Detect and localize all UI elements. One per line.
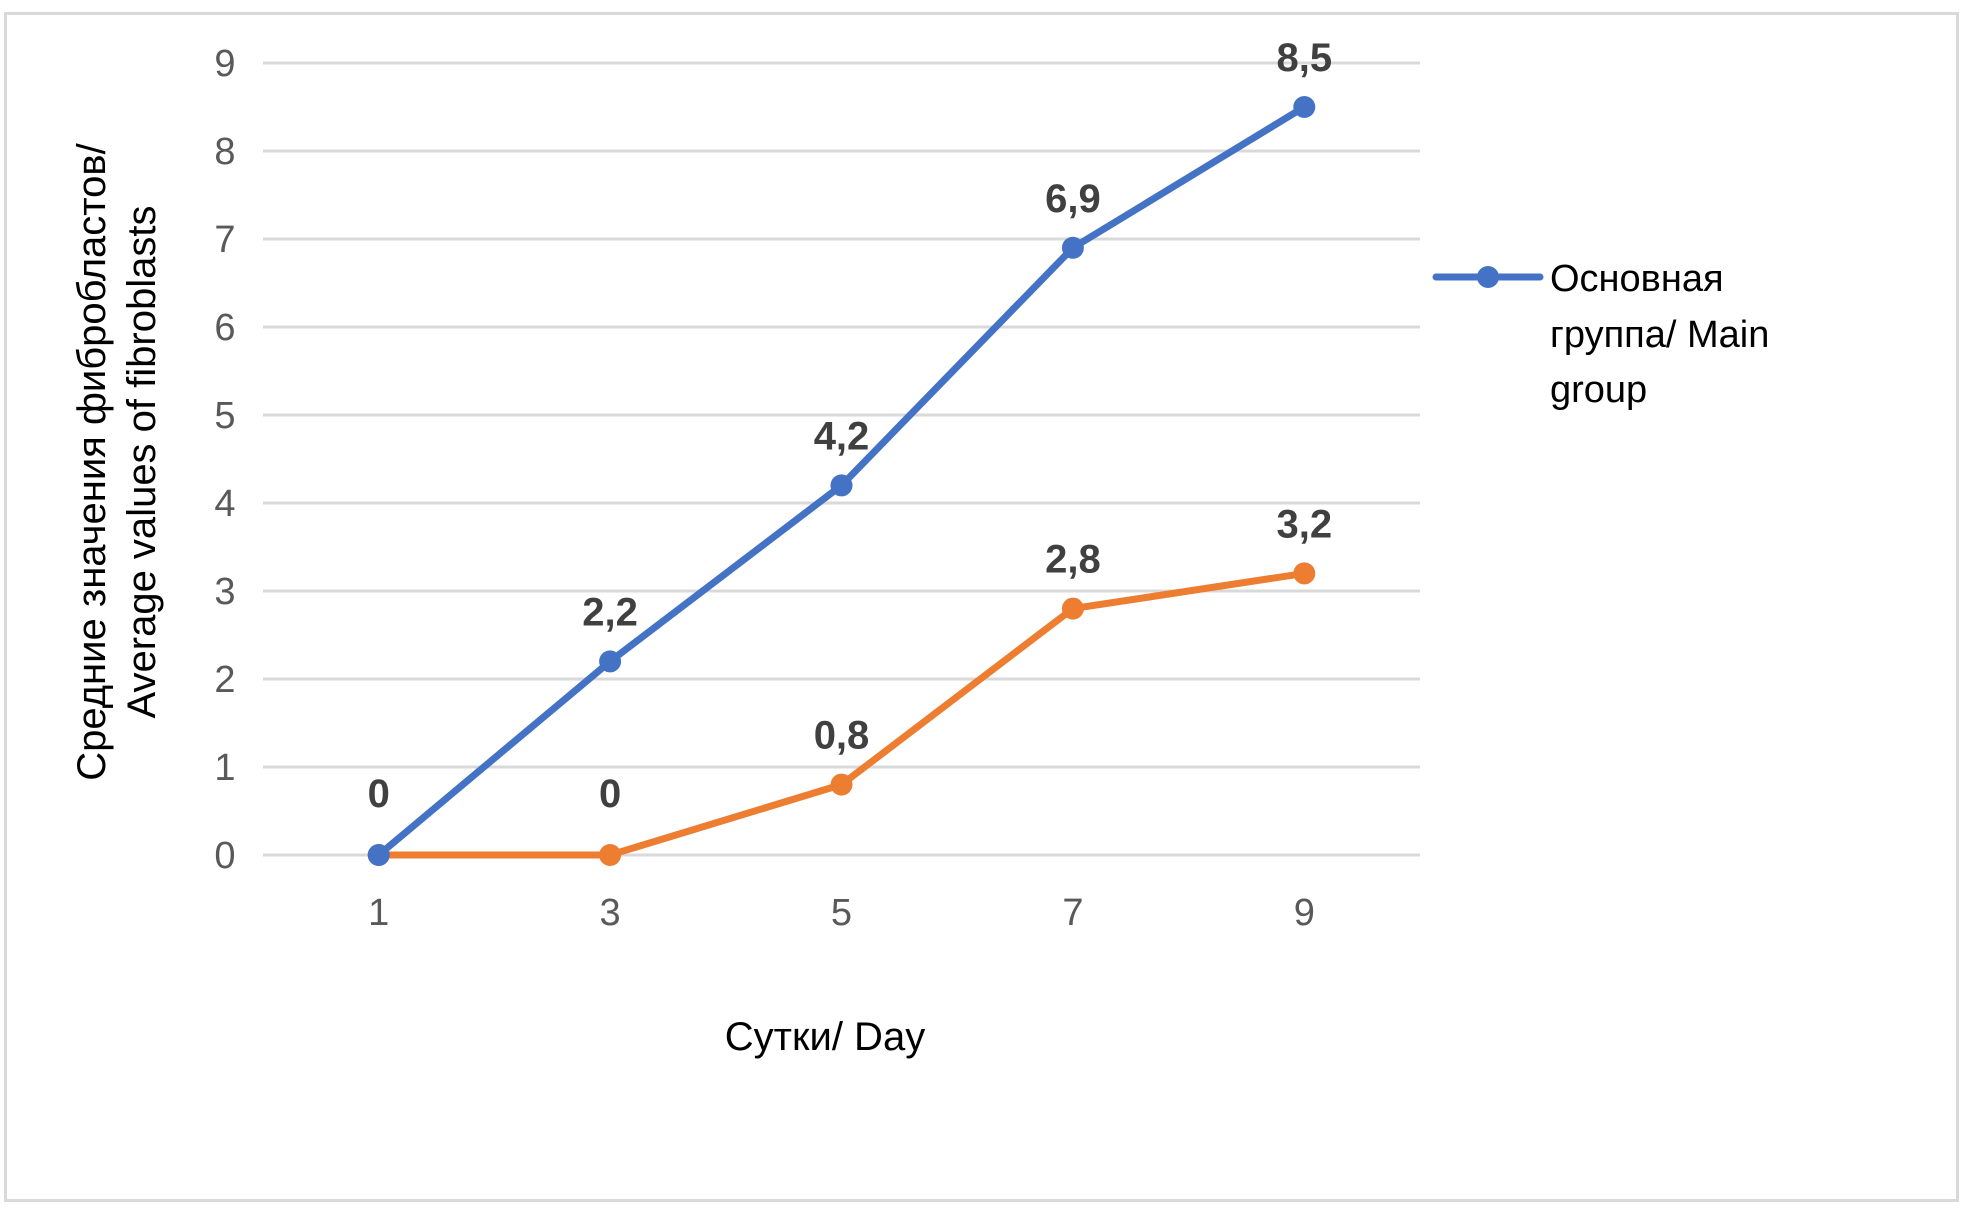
legend-label-line-1: Основная [1550,258,1724,300]
data-labels: 2,2 4,2 6,9 8,5 0 0 0,8 2,8 3,2 [368,36,1333,816]
series-0-data-label: 4,2 [814,414,870,458]
y-tick-label: 6 [214,307,235,349]
y-tick-label: 7 [214,219,235,261]
series-1-point [830,773,853,796]
legend-label-line-3: group [1550,369,1647,411]
series-0-point [1293,96,1316,118]
y-tick-label: 5 [214,395,235,437]
series-0-point [830,474,853,497]
series-1-point [1061,597,1084,620]
x-axis-ticks: 1 3 5 7 9 [368,892,1315,934]
series-1-data-label: 3,2 [1276,502,1332,546]
series-0-data-label: 2,2 [582,590,638,634]
y-axis-title-line-2: Average values of fibroblasts [120,206,164,719]
series-1-point [1293,562,1316,585]
series-0-point [1061,236,1084,259]
y-tick-label: 2 [214,659,235,701]
chart-frame [4,12,1959,1202]
legend-label-line-2: группа/ Main [1550,314,1769,356]
series-0-data-label: 8,5 [1276,36,1332,80]
series-1-data-label: 2,8 [1045,538,1101,582]
series-1-data-label: 0 [368,772,390,816]
x-tick-label: 5 [831,892,852,934]
x-tick-label: 9 [1294,892,1315,934]
y-axis-title-line-1: Средние значения фибробластов/ [70,142,114,780]
series-1-point [599,844,622,866]
y-axis-ticks: 0 1 2 3 4 5 6 7 8 9 [214,43,235,877]
y-tick-label: 1 [214,747,235,789]
series-0-data-label: 6,9 [1045,177,1101,221]
x-tick-label: 1 [368,892,389,934]
x-axis-title: Сутки/ Day [725,1015,925,1059]
legend[interactable]: Основная группа/ Main group [1432,258,1769,411]
series-0-point [367,844,390,866]
y-axis-title: Средние значения фибробластов/ Average v… [70,142,164,780]
series-0-point [599,650,622,673]
y-tick-label: 8 [214,131,235,173]
y-tick-label: 4 [214,483,235,525]
x-tick-label: 3 [600,892,621,934]
x-tick-label: 7 [1062,892,1083,934]
y-tick-label: 3 [214,571,235,613]
y-tick-label: 9 [214,43,235,85]
series-1-data-label: 0 [599,772,621,816]
legend-series-marker [1477,266,1499,288]
series-1-data-label: 0,8 [814,714,870,758]
series [367,96,1316,866]
y-tick-label: 0 [214,835,235,877]
